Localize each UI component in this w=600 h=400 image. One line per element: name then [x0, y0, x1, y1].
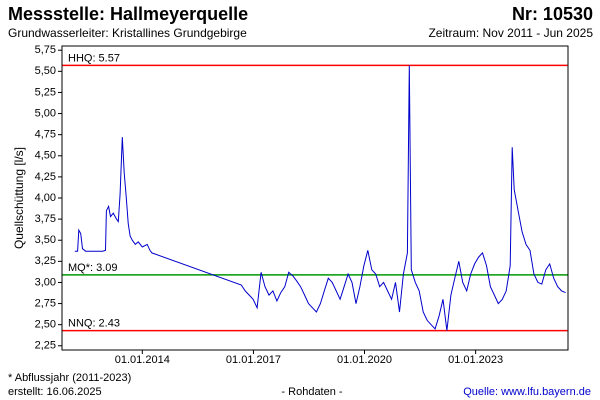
y-tick-label: 5,00	[35, 107, 56, 119]
x-tick-label: 01.01.2023	[448, 354, 503, 366]
y-tick-label: 3,75	[35, 213, 56, 225]
y-tick-label: 3,25	[35, 255, 56, 267]
y-tick-label: 4,00	[35, 192, 56, 204]
footnote: * Abflussjahr (2011-2023)	[8, 372, 131, 384]
y-tick-label: 2,50	[35, 319, 56, 331]
period: Zeitraum: Nov 2011 - Jun 2025	[428, 26, 593, 40]
y-tick-label: 4,25	[35, 171, 56, 183]
station-number: Nr: 10530	[512, 4, 593, 24]
y-axis-label: Quellschüttung [l/s]	[12, 147, 26, 249]
data-kind: - Rohdaten -	[281, 386, 342, 398]
reference-label: NNQ: 2.43	[68, 317, 120, 329]
x-tick-label: 01.01.2020	[337, 354, 392, 366]
y-tick-label: 3,50	[35, 234, 56, 246]
y-tick-label: 4,50	[35, 150, 56, 162]
reference-label: HHQ: 5.57	[68, 52, 120, 64]
plot-frame	[61, 45, 569, 351]
x-tick-label: 01.01.2017	[226, 354, 281, 366]
source: Quelle: www.lfu.bayern.de	[463, 386, 591, 398]
y-tick-label: 4,75	[35, 129, 56, 141]
subtitle: Grundwasserleiter: Kristallines Grundgeb…	[8, 26, 247, 40]
y-tick-label: 5,50	[35, 65, 56, 77]
y-tick-label: 5,25	[35, 86, 56, 98]
x-tick-label: 01.01.2014	[115, 354, 170, 366]
y-tick-label: 5,75	[35, 44, 56, 56]
data-line	[74, 65, 566, 331]
y-tick-label: 2,25	[35, 340, 56, 352]
reference-label: MQ*: 3.09	[68, 262, 118, 274]
y-tick-label: 2,75	[35, 297, 56, 309]
y-tick-label: 3,00	[35, 276, 56, 288]
chart-title: Messstelle: Hallmeyerquelle	[8, 4, 248, 24]
created-date: erstellt: 16.06.2025	[8, 386, 102, 398]
